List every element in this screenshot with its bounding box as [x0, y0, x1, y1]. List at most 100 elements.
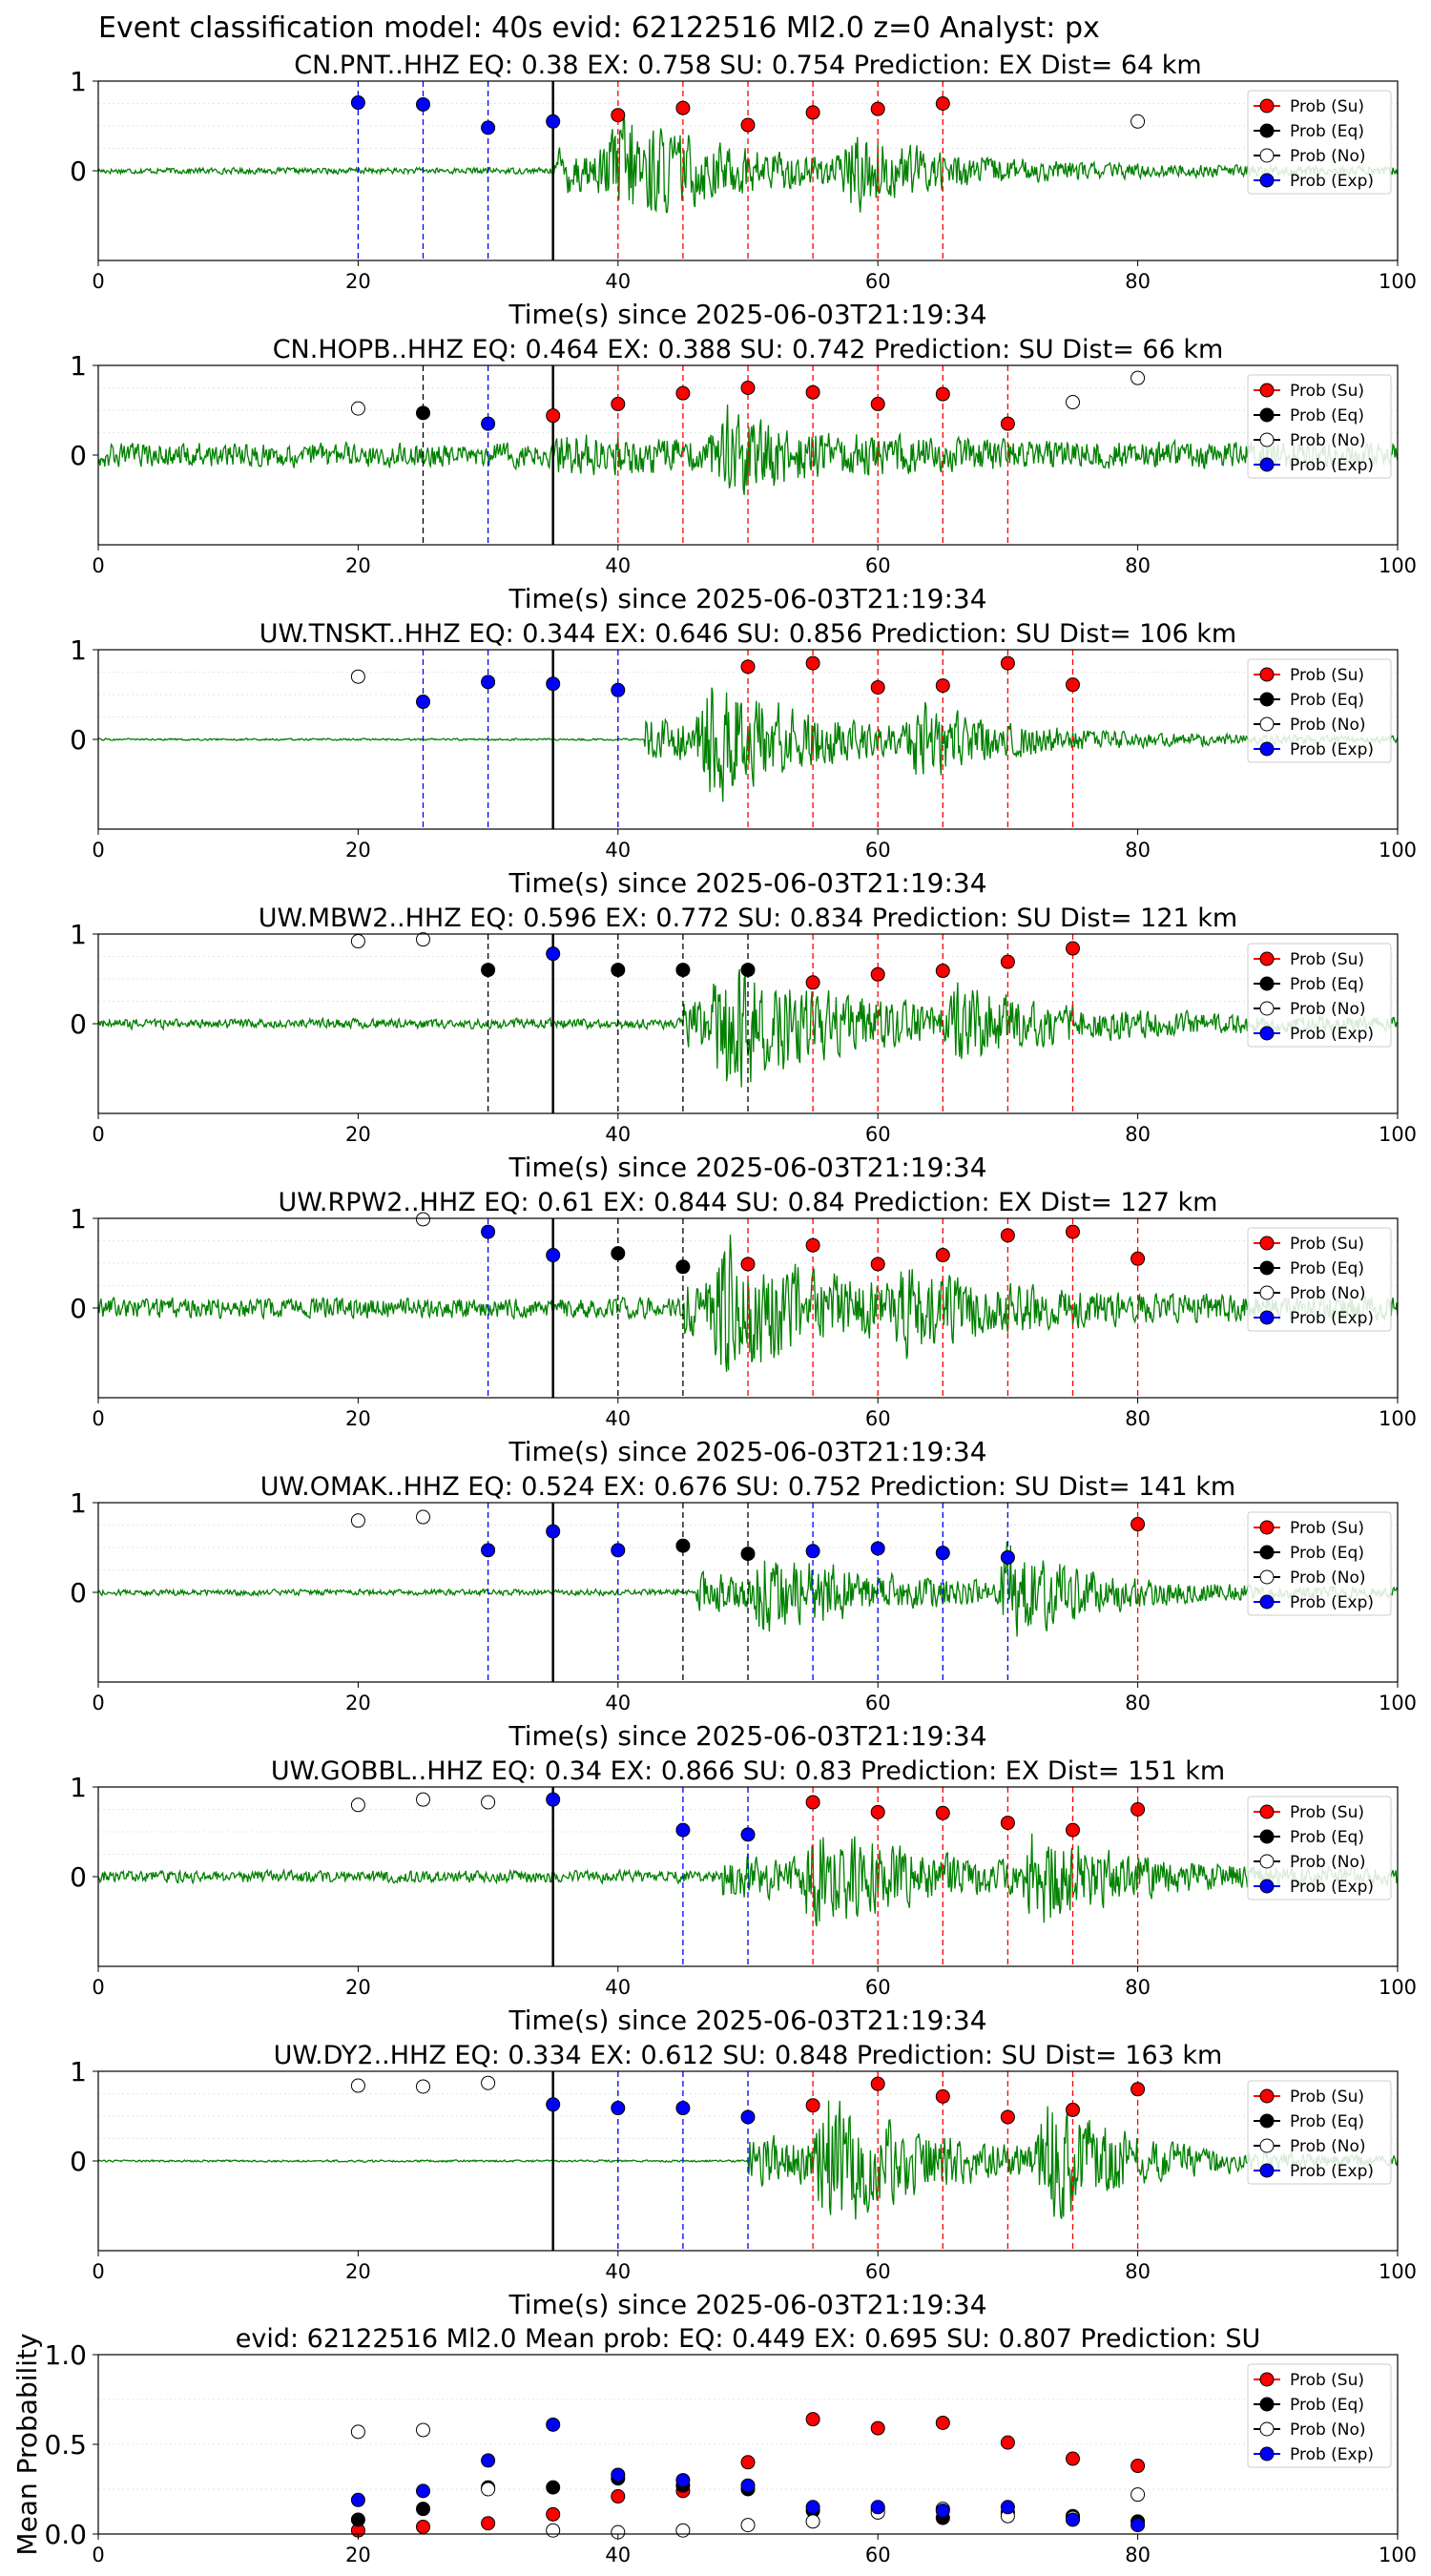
panel-9-xtick-label: 0 [92, 2544, 104, 2566]
panel-3-prob-point-su [1066, 677, 1080, 693]
panel-6-ytick-label: 0 [70, 1577, 87, 1609]
panel-3-prob-point-no [350, 669, 365, 684]
panel-8-ytick-label: 1 [70, 2056, 87, 2088]
panel-8-xtick-label: 40 [605, 2260, 631, 2283]
panel-9-mean-point-no [805, 2514, 820, 2529]
panel-9-mean-point-exp [611, 2467, 626, 2483]
panel-3-prob-point-exp [611, 682, 626, 697]
panel-7-prob-point-su [805, 1795, 820, 1810]
panel-3-prob-point-exp [416, 695, 430, 710]
panel-7-xtick-label: 80 [1125, 1976, 1151, 1999]
panel-6-xtick-label: 20 [345, 1692, 371, 1714]
panel-6-prob-point-exp [870, 1541, 885, 1556]
panel-5-legend-marker-no [1259, 1285, 1275, 1300]
panel-2-legend-label-exp: Prob (Exp) [1290, 456, 1374, 475]
panel-2-legend-label-eq: Prob (Eq) [1290, 406, 1364, 426]
panel-6-prob-point-exp [481, 1543, 496, 1558]
panel-9-legend-marker-exp [1259, 2446, 1275, 2462]
panel-5-legend-label-exp: Prob (Exp) [1290, 1309, 1374, 1328]
panel-9-mean-point-exp [1000, 2500, 1015, 2515]
panel-8-prob-point-su [1000, 2109, 1015, 2125]
panel-8-ytick-label: 0 [70, 2146, 87, 2177]
panel-9-xtick-label: 40 [605, 2544, 631, 2566]
panel-7-legend-marker-eq [1259, 1829, 1275, 1844]
panel-2-xtick-label: 60 [865, 554, 891, 577]
panel-8-legend-marker-su [1259, 2088, 1275, 2104]
panel-2-prob-point-no [1066, 395, 1080, 410]
panel-1-legend-box [1247, 90, 1392, 195]
panel-1: 1 0 CN.PNT..HHZ EQ: 0.38 EX: 0.758 SU: 0.7… [70, 51, 1417, 330]
panel-5-xtick-label: 100 [1379, 1407, 1417, 1430]
panel-2-prob-point-su [935, 386, 950, 402]
panel-6-legend-label-eq: Prob (Eq) [1290, 1544, 1364, 1563]
panel-1-xtick-label: 0 [92, 270, 104, 293]
panel-1-title: CN.PNT..HHZ EQ: 0.38 EX: 0.758 SU: 0.754… [294, 51, 1202, 80]
panel-4-ytick-label: 0 [70, 1008, 87, 1040]
panel-9-mean-point-exp [740, 2478, 756, 2493]
panel-3-prob-point-su [740, 659, 756, 675]
panel-7-xlabel: Time(s) since 2025-06-03T21:19:34 [508, 2005, 986, 2036]
panel-4-waveform [98, 968, 1398, 1088]
panel-9-legend-label-su: Prob (Su) [1290, 2371, 1364, 2390]
panel-6-legend-marker-su [1259, 1520, 1275, 1535]
panel-9-mean-point-su [546, 2506, 561, 2522]
panel-8-xtick-label: 60 [865, 2260, 891, 2283]
panel-7-prob-point-su [935, 1805, 950, 1820]
panel-5-prob-point-su [740, 1257, 756, 1272]
panel-4-xtick-label: 0 [92, 1123, 104, 1146]
panel-9-legend-label-exp: Prob (Exp) [1290, 2445, 1374, 2464]
panel-6-xlabel: Time(s) since 2025-06-03T21:19:34 [508, 1720, 986, 1752]
panel-1-prob-point-exp [546, 114, 561, 129]
panel-9-mean-point-no [350, 2424, 365, 2440]
panel-7-legend-box [1247, 1796, 1392, 1901]
panel-6-prob-point-no [350, 1513, 365, 1528]
panel-1-legend-marker-eq [1259, 123, 1275, 138]
panel-1-legend-marker-no [1259, 148, 1275, 163]
panel-2-ytick-label: 1 [70, 350, 87, 382]
panel-9-mean-point-no [675, 2523, 691, 2538]
panel-9-mean-point-eq [350, 2512, 365, 2527]
panel-9-mean-point-eq [546, 2480, 561, 2495]
panel-8-title: UW.DY2..HHZ EQ: 0.334 EX: 0.612 SU: 0.84… [274, 2041, 1223, 2070]
panel-2-legend-label-su: Prob (Su) [1290, 382, 1364, 401]
panel-8-prob-point-exp [611, 2101, 626, 2116]
panel-3-legend-marker-exp [1259, 741, 1275, 757]
figure-suptitle: Event classification model: 40s evid: 62… [98, 11, 1100, 45]
panel-9-mean-point-su [481, 2516, 496, 2531]
panel-5-legend-label-eq: Prob (Eq) [1290, 1259, 1364, 1278]
panel-8-legend-label-eq: Prob (Eq) [1290, 2112, 1364, 2131]
panel-4-xlabel: Time(s) since 2025-06-03T21:19:34 [508, 1152, 986, 1183]
panel-1-prob-point-exp [416, 96, 430, 112]
panel-9-mean-point-no [546, 2523, 561, 2538]
panel-8-prob-point-no [416, 2079, 430, 2094]
panel-2-legend-marker-eq [1259, 407, 1275, 423]
panel-6-legend-label-su: Prob (Su) [1290, 1519, 1364, 1538]
panel-2-legend-marker-su [1259, 383, 1275, 398]
panel-1-prob-point-su [740, 117, 756, 133]
panel-5-prob-point-su [805, 1237, 820, 1253]
panel-1-ytick-label: 0 [70, 156, 87, 187]
panel-6-prob-point-eq [675, 1538, 691, 1553]
panel-5-prob-point-exp [481, 1224, 496, 1239]
panel-5-legend-marker-exp [1259, 1310, 1275, 1325]
panel-9-mean-point-exp [805, 2500, 820, 2515]
panel-3-waveform [98, 687, 1398, 802]
panel-9-mean-point-su [870, 2420, 885, 2436]
panel-6-prob-point-exp [1000, 1549, 1015, 1565]
panel-2-xtick-label: 20 [345, 554, 371, 577]
panel-9-ytick-label: 1.0 [44, 2339, 87, 2371]
panel-9-mean-point-su [805, 2412, 820, 2427]
panel-3-xtick-label: 0 [92, 839, 104, 862]
panel-2-xtick-label: 0 [92, 554, 104, 577]
panel-8-prob-point-su [870, 2076, 885, 2091]
panel-9-mean-point-exp [546, 2417, 561, 2432]
panel-4-prob-point-su [870, 966, 885, 982]
panel-5-legend-label-no: Prob (No) [1290, 1284, 1366, 1303]
panel-9-mean-point-exp [350, 2492, 365, 2507]
panel-3-prob-point-exp [546, 676, 561, 692]
panel-2-legend-label-no: Prob (No) [1290, 431, 1366, 450]
panel-3-ytick-label: 1 [70, 634, 87, 666]
panel-7-xtick-label: 20 [345, 1976, 371, 1999]
